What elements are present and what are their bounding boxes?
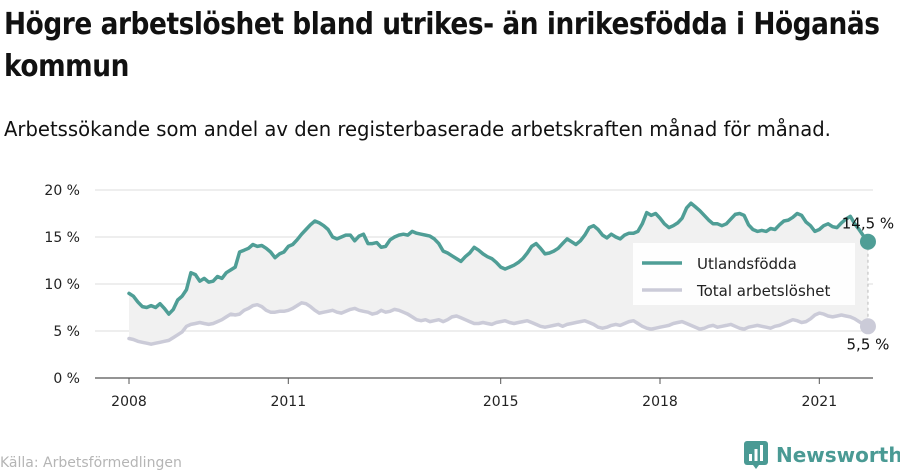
end-point-utlandsfodda (859, 233, 876, 250)
y-tick-label: 20 % (44, 183, 80, 199)
end-point-total-arbetsloshet (859, 318, 876, 335)
y-axis: 0 % 5 % 10 % 15 % 20 % (44, 183, 80, 387)
page-title: Högre arbetslöshet bland utrikes- än inr… (4, 7, 880, 84)
series-line-utlandsfodda (127, 201, 870, 316)
brand-name: Newsworthy (776, 443, 900, 467)
x-axis: 2008 2011 2015 2018 2021 (111, 378, 837, 410)
source-note: Källa: Arbetsförmedlingen (0, 455, 182, 471)
x-tick-label: 2021 (801, 394, 837, 410)
legend-label-total-arbetsloshet: Total arbetslöshet (696, 282, 831, 300)
x-tick-label: 2015 (483, 394, 519, 410)
end-label-utlandsfodda: 14,5 % (842, 215, 894, 233)
x-tick-label: 2011 (270, 394, 306, 410)
end-label-total-arbetsloshet: 5,5 % (847, 335, 890, 353)
chart-subtitle: Arbetssökande som andel av den registerb… (4, 117, 831, 141)
line-chart: 0 %5 %10 %15 %20 % 2008 2011 2015 2018 2021 … (44, 183, 894, 410)
legend-background (633, 243, 855, 305)
x-tick-label: 2008 (111, 394, 147, 410)
series-line-total-arbetsloshet (127, 301, 870, 346)
y-tick-label: 15 % (44, 230, 80, 246)
newsworthy-logo-icon (744, 441, 768, 469)
brand: Newsworthy (744, 441, 900, 469)
chart-legend: Utlandsfödda Total arbetslöshet (633, 243, 855, 305)
x-tick-label: 2018 (642, 394, 678, 410)
y-tick-label: 0 % (53, 371, 80, 387)
legend-label-utlandsfodda: Utlandsfödda (697, 255, 797, 273)
y-tick-label: 10 % (44, 277, 80, 293)
y-tick-label: 5 % (53, 324, 80, 340)
